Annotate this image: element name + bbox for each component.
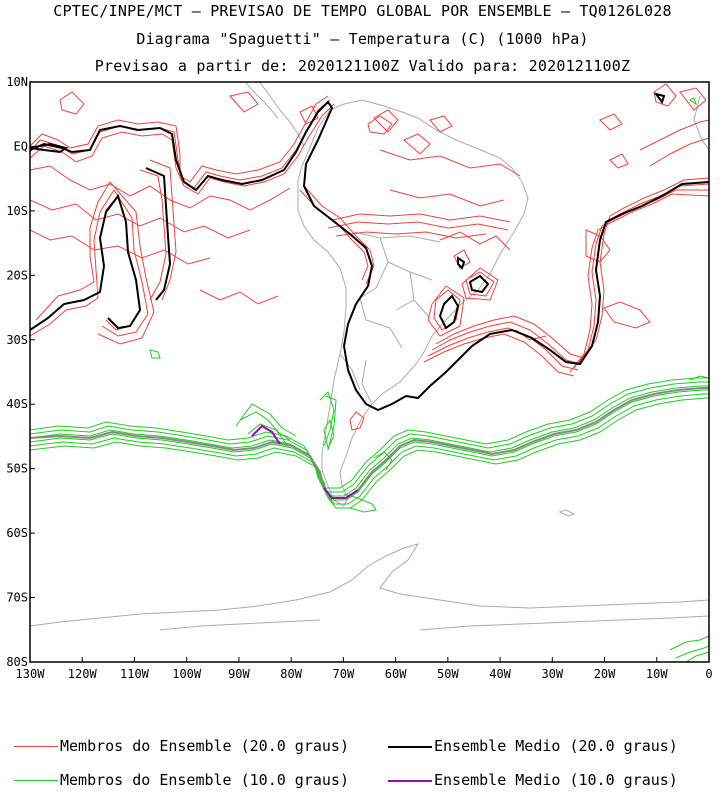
legend-label-mean-10: Ensemble Medio (10.0 graus) — [434, 771, 678, 789]
legend-swatch-purple — [388, 779, 432, 782]
legend-swatch-black — [388, 745, 432, 748]
lat-tick-label: 80S — [6, 655, 28, 669]
title-line-3: Previsao a partir de: 2020121100Z Valido… — [94, 57, 631, 75]
legend-swatch-green — [14, 780, 58, 781]
legend-member-20: Membros do Ensemble (20.0 graus) — [14, 737, 349, 755]
legend-label-member-10: Membros do Ensemble (10.0 graus) — [60, 771, 349, 789]
lon-tick-label: 20W — [594, 667, 616, 681]
lon-tick-label: 100W — [172, 667, 202, 681]
title-line-2: Diagrama "Spaguetti" – Temperatura (C) (… — [136, 30, 589, 48]
lon-tick-label: 50W — [437, 667, 459, 681]
country-borders — [339, 231, 441, 405]
lon-tick-label: 70W — [333, 667, 355, 681]
lon-tick-label: 60W — [385, 667, 407, 681]
south-america-coastline — [297, 99, 529, 507]
central-america-coastline — [244, 82, 305, 147]
lon-tick-label: 80W — [280, 667, 302, 681]
legend-swatch-red — [14, 746, 58, 747]
lat-tick-label: 40S — [6, 397, 28, 411]
lat-tick-label: 60S — [6, 526, 28, 540]
member-contours-10 — [30, 97, 709, 662]
coastlines — [30, 82, 709, 631]
lat-tick-label: 30S — [6, 333, 28, 347]
lat-tick-label: 10S — [6, 204, 28, 218]
lat-tick-label: 70S — [6, 591, 28, 605]
legend-mean-20: Ensemble Medio (20.0 graus) — [388, 737, 678, 755]
lon-tick-label: 130W — [16, 667, 46, 681]
lon-tick-label: 120W — [68, 667, 98, 681]
lon-tick-label: 90W — [228, 667, 250, 681]
lon-tick-label: 40W — [489, 667, 511, 681]
map-frame — [29, 81, 710, 663]
antarctica-coastline — [30, 543, 709, 631]
lat-tick-label: 50S — [6, 462, 28, 476]
legend-mean-10: Ensemble Medio (10.0 graus) — [388, 771, 678, 789]
lon-tick-label: 0 — [705, 667, 712, 681]
lon-tick-label: 10W — [646, 667, 668, 681]
ensemble-mean-10 — [30, 387, 709, 499]
lon-tick-label: 30W — [541, 667, 563, 681]
ensemble-mean-20 — [30, 92, 709, 412]
lat-tick-label: EQ — [14, 139, 28, 153]
latitude-axis: 10N EQ 10S 20S 30S 40S 50S 60S 70S 80S — [6, 75, 35, 669]
lat-tick-label: 10N — [6, 75, 28, 89]
south-georgia-island — [558, 509, 576, 517]
title-line-1: CPTEC/INPE/MCT – PREVISAO DE TEMPO GLOBA… — [53, 2, 672, 20]
longitude-axis: 130W 120W 110W 100W 90W 80W 70W 60W 50W 40W 30W 20W… — [16, 657, 713, 681]
lat-tick-label: 20S — [6, 268, 28, 282]
legend-label-mean-20: Ensemble Medio (20.0 graus) — [434, 737, 678, 755]
legend-label-member-20: Membros do Ensemble (20.0 graus) — [60, 737, 349, 755]
legend-member-10: Membros do Ensemble (10.0 graus) — [14, 771, 349, 789]
lon-tick-label: 110W — [120, 667, 150, 681]
